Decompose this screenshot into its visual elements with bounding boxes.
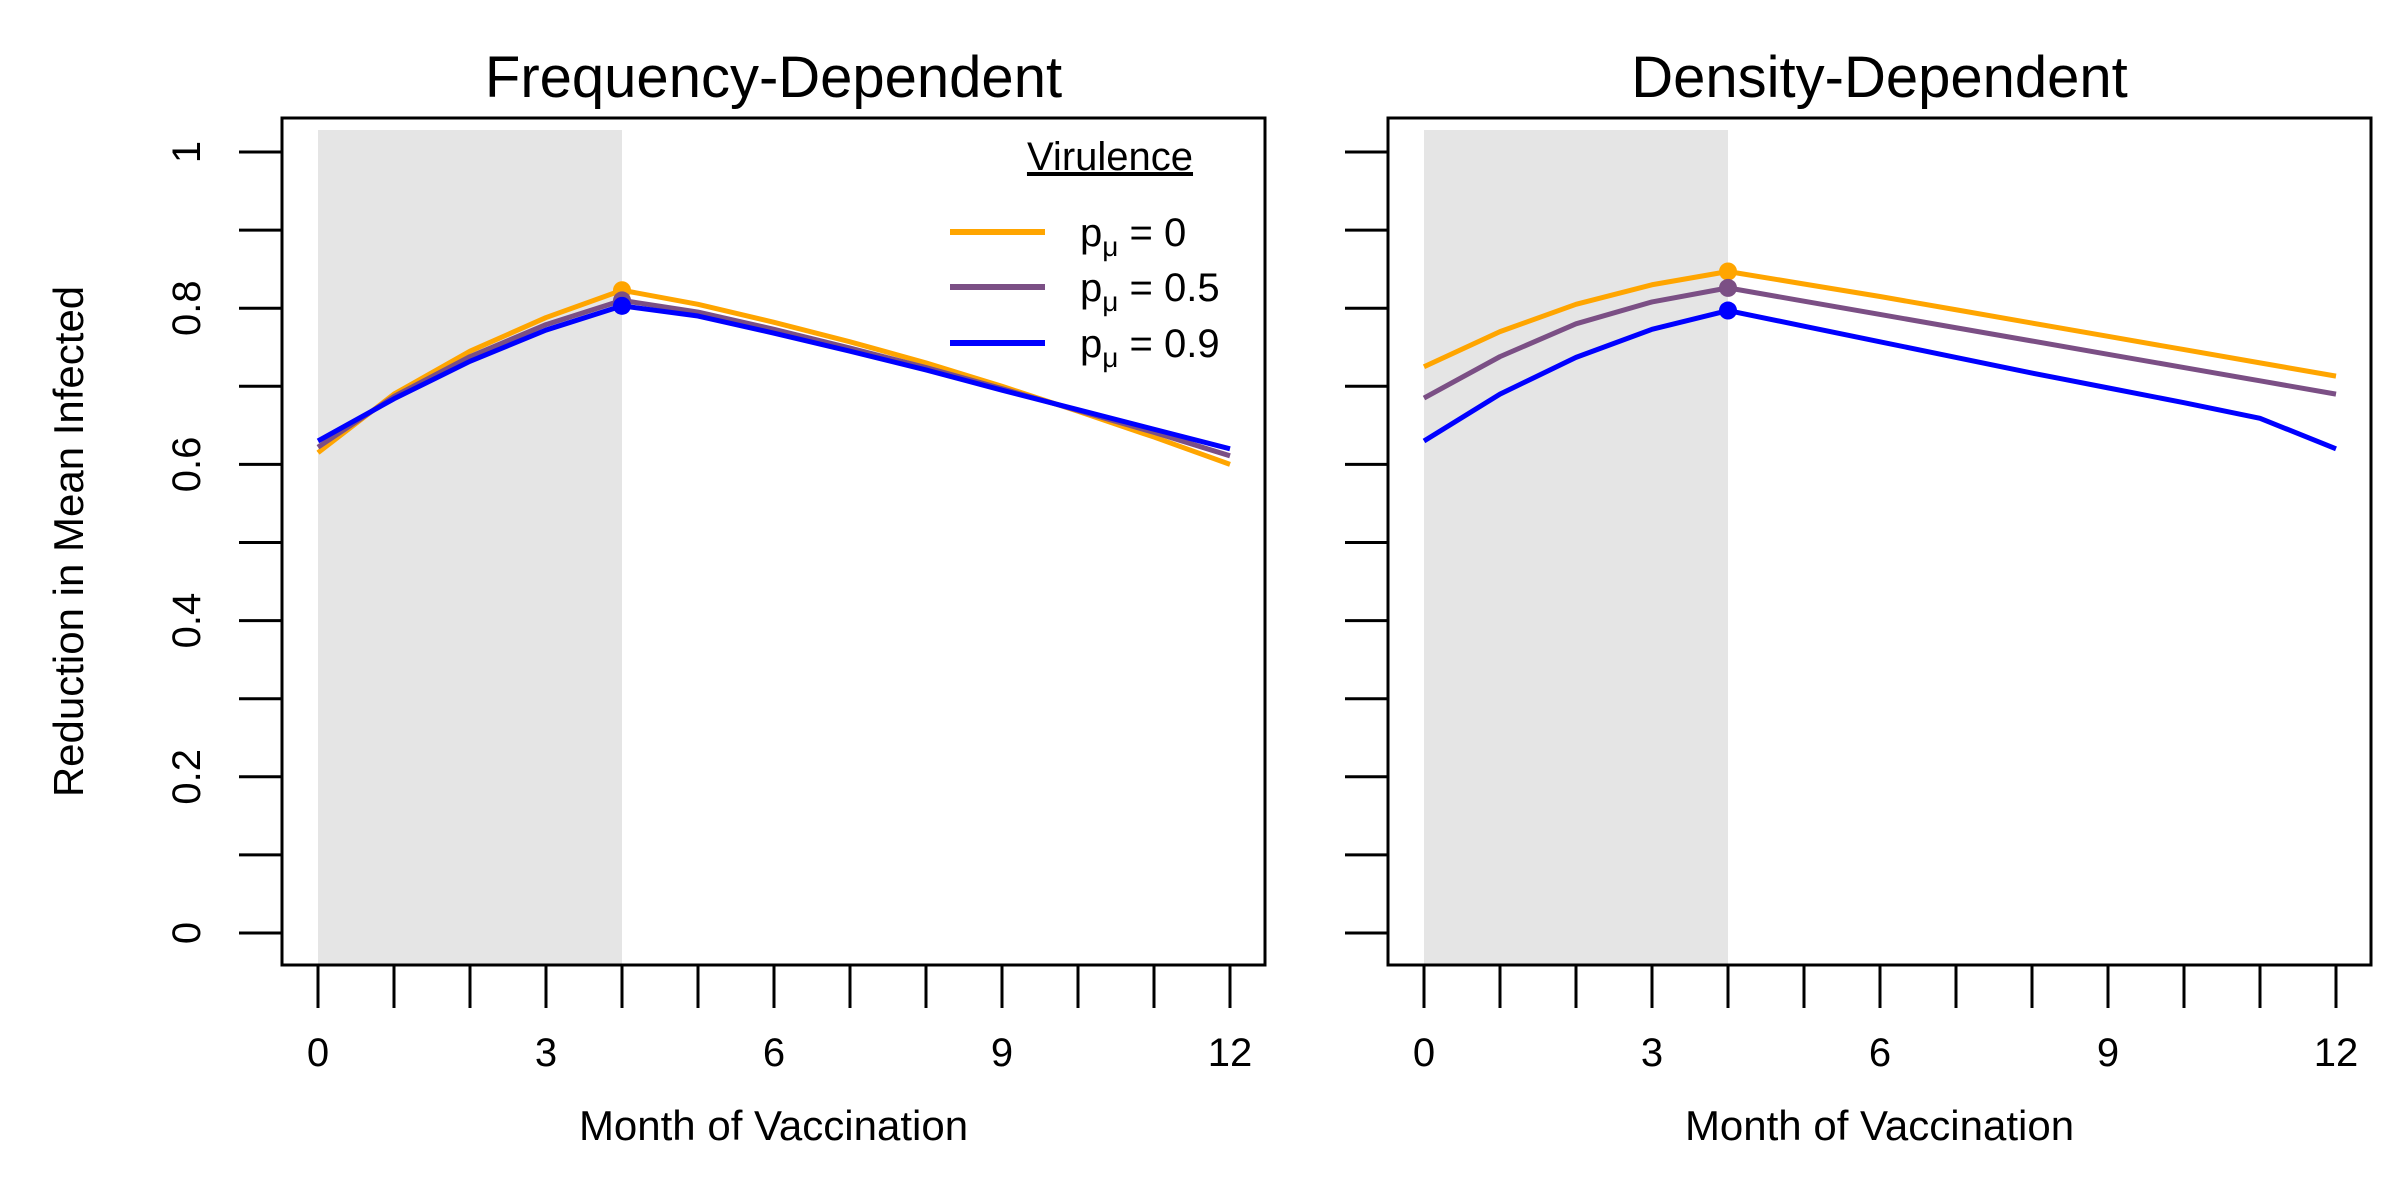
panel-frequency-dependent: 0 3 6 9 12 0 0.2 0.4 0.6 0.8 1 Frequency-Dependen… [45, 45, 1267, 1149]
panel-2-y-axis [1345, 150, 1388, 935]
y-tick-label: 0 [165, 922, 209, 944]
x-tick-label: 12 [2314, 1031, 2359, 1075]
series-line-3 [316, 303, 1231, 452]
peak-marker-2 [1719, 278, 1737, 297]
x-tick-label: 0 [307, 1031, 329, 1075]
series-line-3 [1422, 308, 2337, 452]
panel-2-series-layer [1422, 262, 2337, 452]
x-tick-label: 9 [2097, 1031, 2119, 1075]
peak-marker-3 [613, 296, 631, 315]
panel-1-x-axis-title: Month of Vaccination [579, 1102, 968, 1149]
panel-1-y-axis: 0 0.2 0.4 0.6 0.8 1 [165, 141, 282, 944]
series-line-2 [1422, 285, 2337, 401]
peak-marker-3 [1719, 301, 1737, 320]
y-tick-label: 0.6 [165, 437, 209, 493]
y-tick-label: 1 [165, 141, 209, 163]
x-tick-label: 3 [1641, 1031, 1663, 1075]
peak-marker-1 [1719, 262, 1737, 281]
panel-1-shaded-region [318, 130, 622, 964]
panel-2-title: Density-Dependent [1631, 45, 2128, 110]
x-tick-label: 0 [1413, 1031, 1435, 1075]
panel-2-shaded-region [1424, 130, 1728, 964]
x-tick-label: 6 [1869, 1031, 1891, 1075]
legend-label-1: pμ = 0 [1080, 211, 1186, 262]
panel-density-dependent: 0 3 6 9 12 Density-Dependent Month of Vaccin… [1345, 45, 2373, 1149]
y-tick-label: 0.4 [165, 593, 209, 649]
legend-label-3: pμ = 0.9 [1080, 322, 1220, 373]
x-tick-label: 3 [535, 1031, 557, 1075]
x-tick-label: 6 [763, 1031, 785, 1075]
legend-label-2: pμ = 0.5 [1080, 266, 1220, 317]
series-line-1 [1422, 268, 2337, 379]
panel-1-x-axis: 0 3 6 9 12 [307, 965, 1252, 1075]
legend: Virulence pμ = 0pμ = 0.5pμ = 0.9 [950, 135, 1220, 373]
panel-2-x-axis-title: Month of Vaccination [1685, 1102, 2074, 1149]
y-tick-label: 0.8 [165, 280, 209, 336]
y-axis-title: Reduction in Mean Infected [45, 286, 92, 797]
panel-1-title: Frequency-Dependent [485, 45, 1062, 110]
legend-title: Virulence [1027, 135, 1193, 179]
panel-1-series-layer [316, 281, 1231, 467]
panel-2-x-axis: 0 3 6 9 12 [1413, 965, 2358, 1075]
x-tick-label: 12 [1208, 1031, 1253, 1075]
x-tick-label: 9 [991, 1031, 1013, 1075]
y-tick-label: 0.2 [165, 749, 209, 805]
